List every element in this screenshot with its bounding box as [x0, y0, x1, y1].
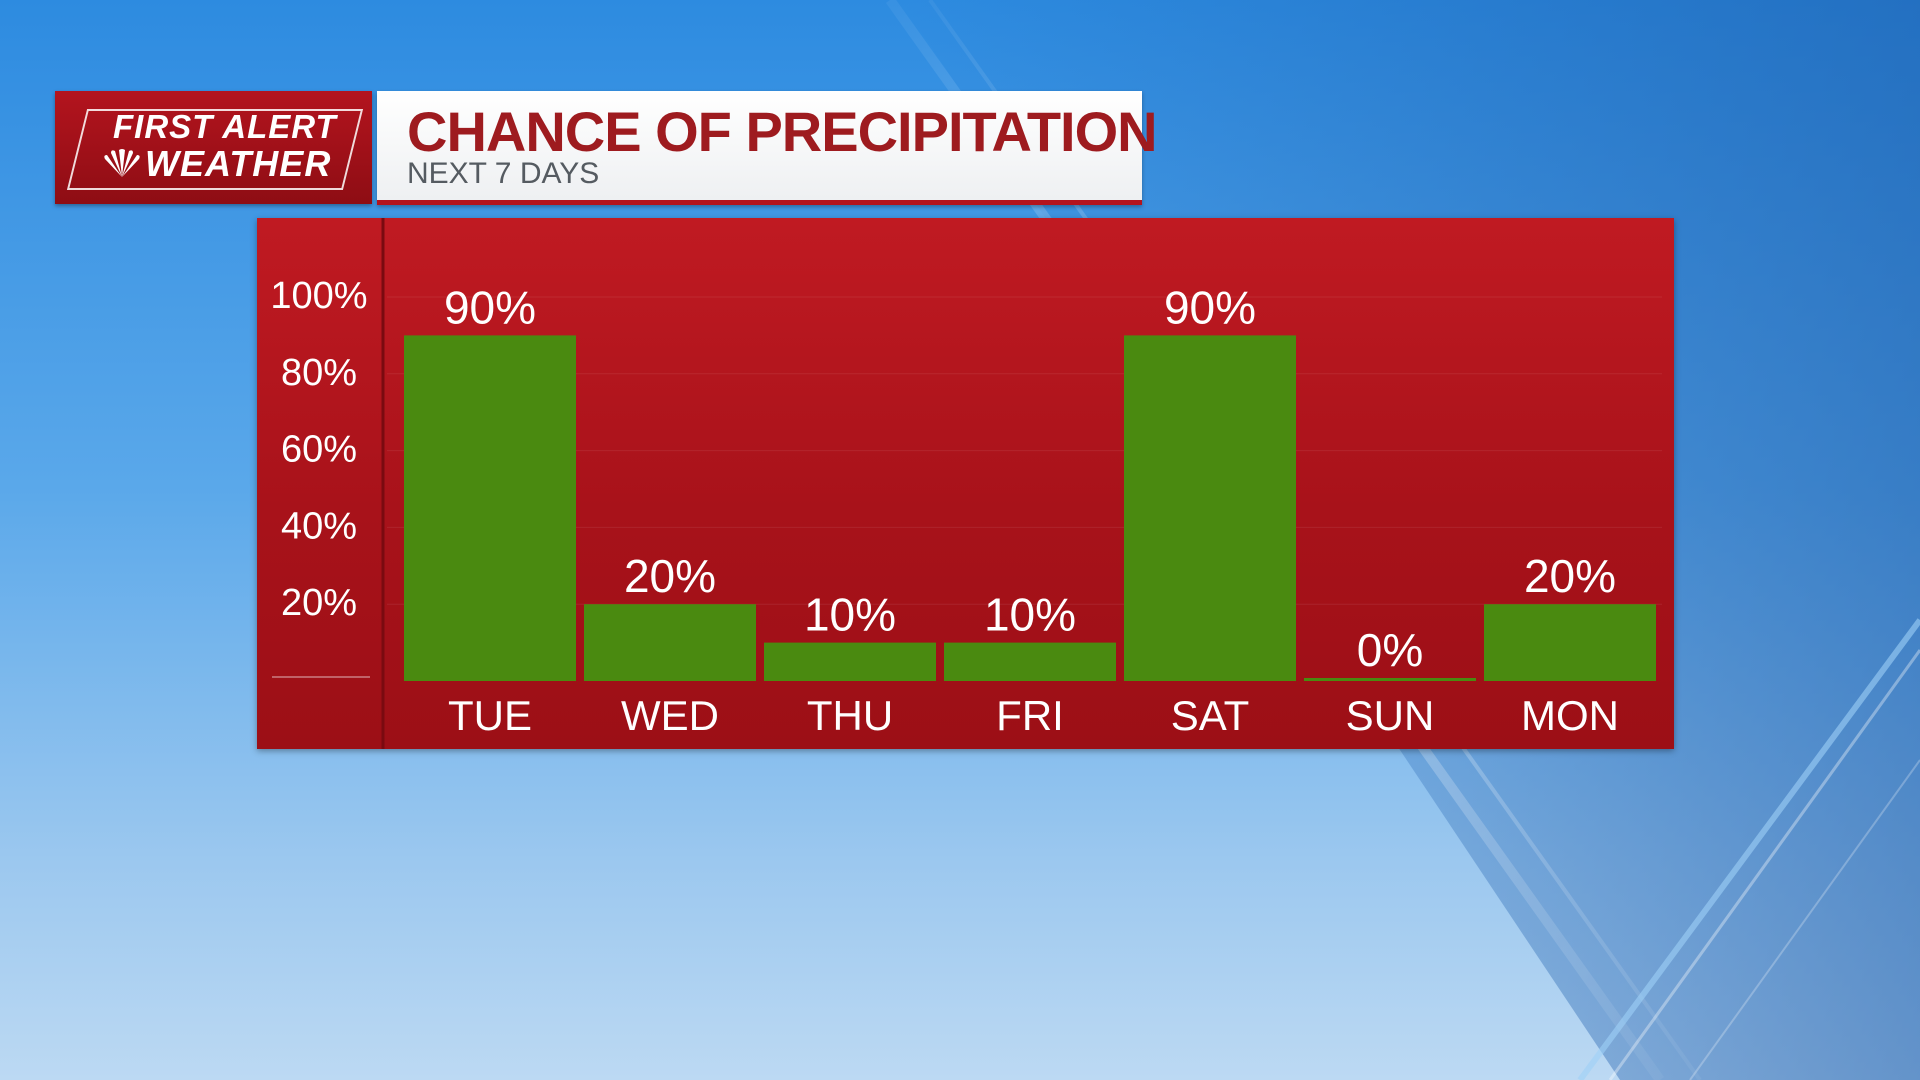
x-tick-label-tue: TUE: [448, 692, 532, 739]
value-label-tue: 90%: [444, 281, 536, 333]
x-tick-label-wed: WED: [621, 692, 719, 739]
value-label-wed: 20%: [624, 550, 716, 602]
nbc-peacock-icon: [104, 149, 140, 177]
bar-wed: [584, 604, 756, 681]
x-tick-label-fri: FRI: [996, 692, 1064, 739]
value-label-mon: 20%: [1524, 550, 1616, 602]
logo-line-2: WEATHER: [145, 143, 332, 184]
value-label-thu: 10%: [804, 589, 896, 641]
x-tick-label-mon: MON: [1521, 692, 1619, 739]
y-tick-label: 100%: [270, 275, 367, 317]
x-tick-label-sun: SUN: [1346, 692, 1435, 739]
page-title: CHANCE OF PRECIPITATION: [407, 100, 1158, 163]
value-label-fri: 10%: [984, 589, 1076, 641]
x-tick-label-sat: SAT: [1171, 692, 1250, 739]
chart-panel: 100% 80% 60% 40% 20% 90% 20% 10% 10% 90% 0% 20% TU…: [257, 218, 1674, 749]
bar-thu: [764, 642, 936, 681]
bar-sat: [1124, 335, 1296, 681]
y-tick-label: 60%: [281, 429, 357, 471]
logo-line-1: FIRST ALERT: [113, 108, 337, 145]
x-tick-label-thu: THU: [807, 692, 893, 739]
page-subtitle: NEXT 7 DAYS: [407, 157, 600, 190]
first-alert-weather-logo: FIRST ALERT WEATHER: [55, 91, 372, 204]
bar-tue: [404, 335, 576, 681]
bar-mon: [1484, 604, 1656, 681]
value-label-sat: 90%: [1164, 281, 1256, 333]
value-label-sun: 0%: [1357, 624, 1423, 676]
y-tick-label: 20%: [281, 582, 357, 624]
y-tick-label: 40%: [281, 505, 357, 547]
y-tick-label: 80%: [281, 352, 357, 394]
bar-fri: [944, 642, 1116, 681]
precipitation-bar-chart: 100% 80% 60% 40% 20% 90% 20% 10% 10% 90% 0% 20% TU…: [270, 218, 1662, 749]
title-banner: CHANCE OF PRECIPITATION NEXT 7 DAYS: [377, 91, 1158, 205]
bar-sun: [1304, 678, 1476, 681]
